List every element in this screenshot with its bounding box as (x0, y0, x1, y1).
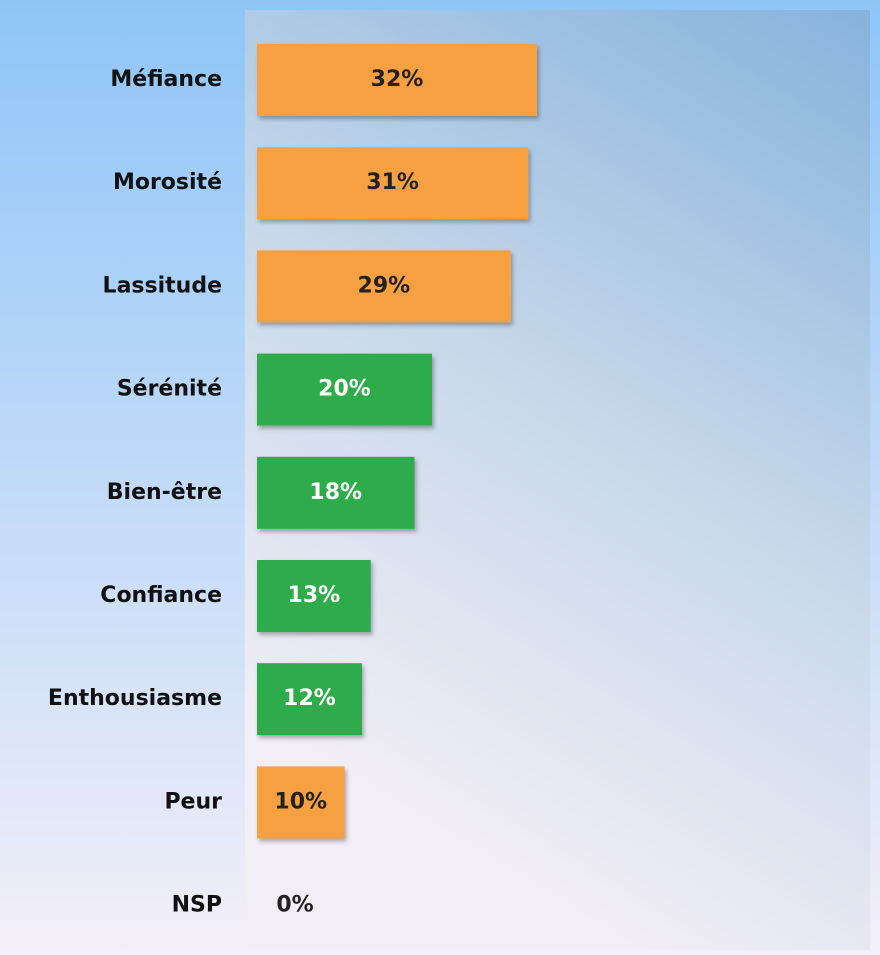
value-label: 18% (309, 480, 362, 505)
bar (257, 456, 415, 529)
bar (257, 560, 371, 632)
bar (257, 250, 511, 323)
value-label: 13% (288, 583, 341, 608)
bar (257, 766, 345, 839)
category-label: Enthousiasme (48, 686, 222, 711)
bar (257, 147, 529, 220)
value-label: 29% (358, 273, 411, 298)
category-label: Lassitude (103, 273, 222, 298)
category-label: Bien-être (107, 480, 222, 505)
value-label: 10% (274, 789, 327, 814)
bar (257, 44, 537, 116)
value-label: 20% (318, 377, 371, 402)
category-label: Confiance (100, 583, 222, 608)
category-label: NSP (172, 893, 222, 918)
category-label: Sérénité (117, 377, 222, 402)
bar (257, 353, 432, 426)
value-label: 0% (276, 893, 313, 918)
value-label: 31% (366, 170, 419, 195)
bar (257, 663, 362, 736)
category-label: Méfiance (110, 67, 222, 92)
category-label: Morosité (113, 170, 222, 195)
value-label: 12% (283, 686, 336, 711)
value-label: 32% (371, 67, 424, 92)
category-label: Peur (164, 789, 222, 814)
